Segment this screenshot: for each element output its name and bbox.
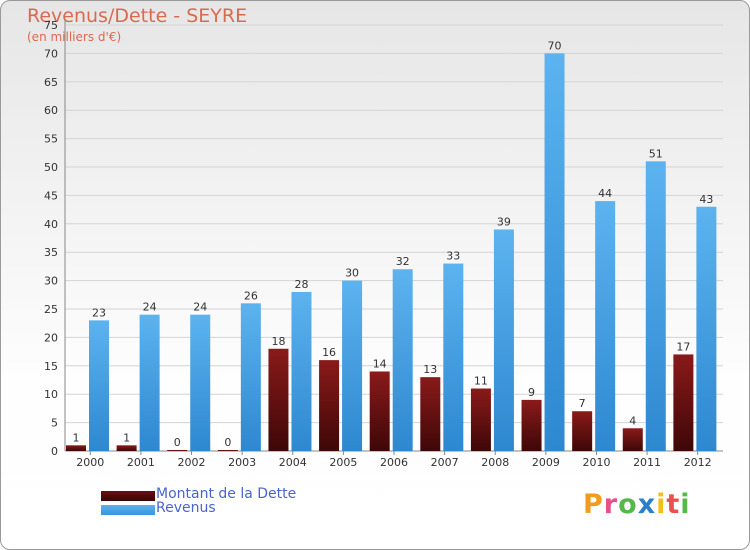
bar-revenus (139, 314, 160, 451)
data-label: 24 (193, 301, 207, 314)
proxiti-logo: Proxiti (583, 489, 691, 520)
logo-letter: t (666, 489, 681, 520)
y-tick-label: 25 (44, 303, 58, 316)
bar-dette (66, 445, 86, 451)
data-label: 44 (598, 187, 612, 200)
logo-letter: P (583, 489, 604, 520)
legend-label-dette: Montant de la Dette (156, 486, 297, 502)
data-label: 4 (629, 414, 636, 427)
y-tick-label: 35 (44, 246, 58, 259)
bar-revenus (190, 314, 211, 451)
bar-revenus (443, 263, 464, 451)
bar-dette (319, 360, 340, 451)
data-label: 11 (474, 375, 488, 388)
data-label: 26 (244, 289, 258, 302)
y-tick-label: 15 (44, 360, 58, 373)
y-tick-label: 50 (44, 161, 58, 174)
data-label: 30 (345, 267, 359, 280)
logo-letter: i (680, 489, 691, 520)
x-tick-label: 2010 (582, 456, 610, 469)
y-tick-label: 45 (44, 189, 58, 202)
bar-revenus (544, 53, 565, 452)
data-label: 1 (123, 431, 130, 444)
data-label: 16 (322, 346, 336, 359)
x-tick-label: 2001 (127, 456, 155, 469)
logo-letter: x (637, 489, 657, 520)
bar-revenus (645, 161, 666, 451)
bar-revenus (493, 229, 514, 451)
logo-letter: i (656, 489, 667, 520)
y-tick-label: 55 (44, 133, 58, 146)
bar-revenus (89, 320, 109, 451)
y-tick-label: 5 (51, 417, 58, 430)
bar-dette (572, 411, 593, 451)
data-label: 18 (271, 335, 285, 348)
data-label: 24 (143, 301, 157, 314)
bar-dette (167, 450, 188, 451)
data-label: 70 (548, 39, 562, 52)
chart-subtitle: (en milliers d'€) (27, 30, 122, 44)
legend-swatch-revenus (101, 505, 155, 515)
y-tick-label: 65 (44, 76, 58, 89)
bar-revenus (696, 206, 717, 451)
legend-swatch-dette (101, 491, 155, 501)
data-label: 28 (294, 278, 308, 291)
x-tick-label: 2003 (228, 456, 256, 469)
data-label: 17 (676, 340, 690, 353)
legend-label-revenus: Revenus (156, 500, 216, 516)
logo-letter: r (603, 489, 619, 520)
data-label: 39 (497, 215, 511, 228)
bar-revenus (240, 303, 261, 451)
bar-dette (420, 377, 441, 451)
y-tick-label: 60 (44, 104, 58, 117)
x-tick-label: 2011 (633, 456, 661, 469)
data-label: 32 (396, 255, 410, 268)
bar-dette (116, 445, 137, 451)
bar-dette (673, 354, 694, 451)
chart-title: Revenus/Dette - SEYRE (27, 5, 248, 27)
bar-dette (470, 388, 491, 451)
bar-revenus (291, 291, 312, 451)
x-tick-label: 2000 (76, 456, 104, 469)
y-tick-label: 0 (51, 445, 58, 458)
y-tick-label: 10 (44, 388, 58, 401)
x-tick-label: 2009 (532, 456, 560, 469)
y-tick-label: 75 (44, 19, 58, 32)
bar-dette (622, 428, 643, 451)
bar-revenus (342, 280, 363, 451)
x-tick-label: 2006 (380, 456, 408, 469)
data-label: 33 (446, 250, 460, 263)
data-label: 7 (579, 397, 586, 410)
data-label: 14 (373, 357, 387, 370)
y-tick-label: 40 (44, 218, 58, 231)
data-label: 0 (224, 436, 231, 449)
y-tick-label: 70 (44, 47, 58, 60)
bar-dette (369, 371, 390, 451)
bar-revenus (595, 201, 616, 451)
bar-dette (217, 450, 238, 451)
data-label: 43 (699, 193, 713, 206)
y-tick-label: 20 (44, 331, 58, 344)
x-tick-label: 2002 (178, 456, 206, 469)
data-label: 51 (649, 147, 663, 160)
data-label: 23 (92, 306, 106, 319)
data-label: 13 (423, 363, 437, 376)
x-tick-label: 2008 (481, 456, 509, 469)
bar-dette (268, 348, 289, 451)
bar-dette (521, 399, 542, 451)
x-tick-label: 2012 (684, 456, 712, 469)
logo-letter: o (618, 489, 638, 520)
x-tick-label: 2004 (279, 456, 307, 469)
data-label: 9 (528, 386, 535, 399)
y-tick-label: 30 (44, 275, 58, 288)
data-label: 1 (73, 431, 80, 444)
data-label: 0 (174, 436, 181, 449)
bar-revenus (392, 269, 413, 451)
x-tick-label: 2007 (431, 456, 459, 469)
x-tick-label: 2005 (329, 456, 357, 469)
